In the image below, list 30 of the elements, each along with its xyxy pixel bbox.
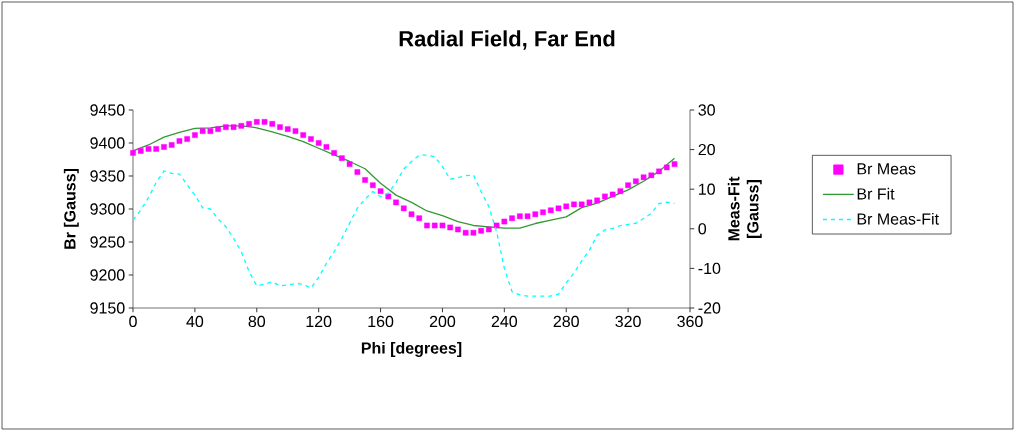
x-tick-label: 240 [491,315,518,328]
legend-label: Br Meas-Fit [857,212,939,225]
x-tick-label: 280 [553,315,579,328]
x-tick-label: 160 [368,315,394,328]
x-tick-label: 40 [186,315,204,328]
x-tick-label: 80 [248,315,266,328]
y-tick-label: 9250 [90,236,125,248]
y-axis-title: Br [Gauss] [63,169,79,249]
legend-label: Br Fit [857,187,895,200]
y2-tick-label: -20 [698,302,721,314]
y-tick-label: 9150 [90,302,125,314]
y2-tick-label: 10 [699,183,715,195]
legend-label: Br Meas [857,163,916,175]
y-tick-label: 9200 [90,269,125,281]
y2-tick-label: 30 [698,104,715,116]
y-tick-label: 9400 [90,137,125,149]
y-tick-label: 9300 [90,203,125,215]
x-tick-label: 320 [615,315,641,328]
y2-tick-label: 0 [698,223,707,235]
y2-tick-label: 20 [698,143,715,156]
y-tick-label: 9450 [90,104,125,116]
y-tick-label: 9350 [90,170,125,182]
chart-title: Radial Field, Far End [399,30,615,50]
x-tick-label: 200 [429,315,456,328]
x-tick-label: 0 [129,315,137,328]
x-tick-label: 120 [306,315,332,328]
y2-tick-label: -10 [698,262,721,275]
x-axis-title: Phi [degrees] [361,341,462,357]
y2-axis-title: Meas-Fit [Gauss] [727,176,762,241]
x-tick-label: 360 [677,315,703,328]
